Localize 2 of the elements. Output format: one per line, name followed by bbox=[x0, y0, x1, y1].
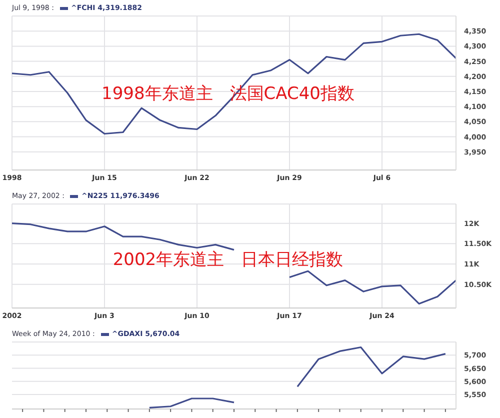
line-series bbox=[11, 33, 457, 135]
annotation: 2002年东道主 日本日经指数 bbox=[112, 250, 344, 270]
